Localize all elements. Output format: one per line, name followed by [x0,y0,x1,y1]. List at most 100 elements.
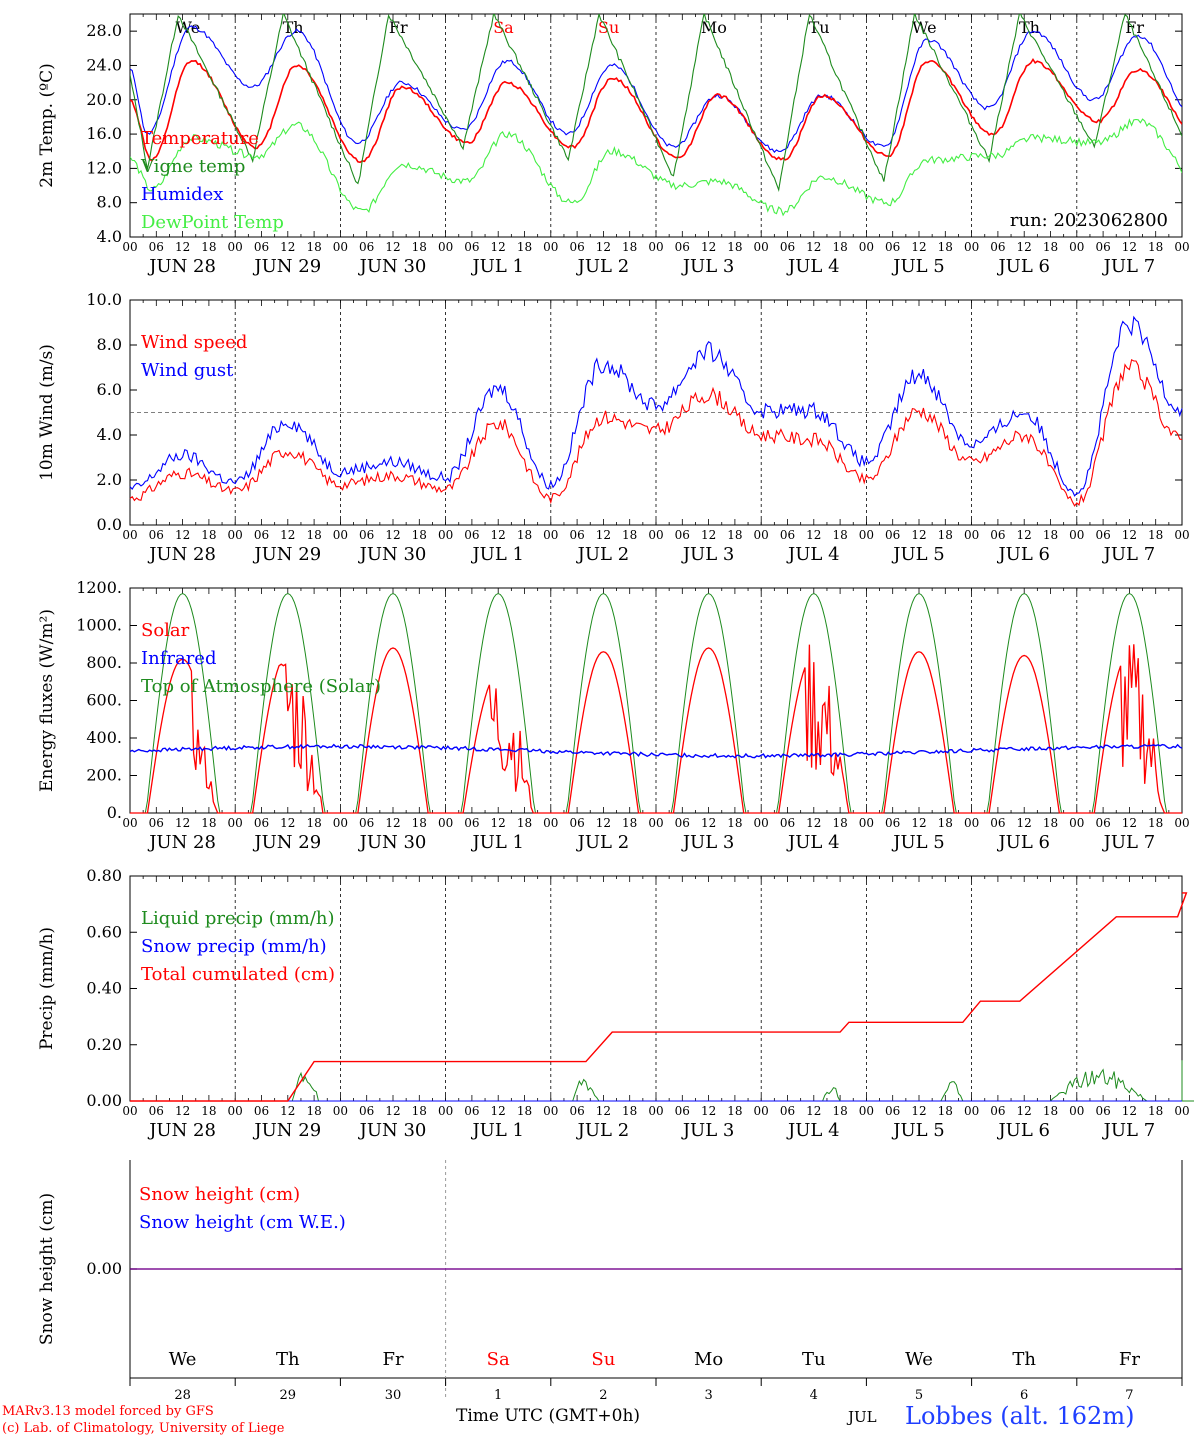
hour-tick-label: 00 [333,528,348,542]
hour-tick-label: 06 [359,528,374,542]
hour-tick-label: 06 [990,528,1005,542]
hour-tick-label: 18 [1043,528,1058,542]
weekday-label: Mo [694,1349,723,1370]
hour-tick-label: 18 [1148,1104,1163,1118]
hour-tick-label: 00 [648,240,663,254]
run-annotation: run: 2023062800 [1010,210,1168,231]
y-tick-label: 800. [86,653,122,672]
legend-entry: Temperature [141,128,259,149]
hour-tick-label: 00 [754,816,769,830]
weekday-label: We [912,18,937,37]
day-number-label: 28 [174,1388,191,1403]
day-label: JUL 2 [576,1120,630,1141]
hour-tick-label: 06 [149,528,164,542]
hour-tick-label: 12 [175,1104,190,1118]
legend-entry: Infrared [141,648,216,669]
weekday-label: Su [591,1349,615,1370]
hour-tick-label: 06 [149,816,164,830]
day-number-label: 4 [810,1388,818,1403]
y-axis-label: 10m Wind (m/s) [37,344,57,481]
hour-tick-label: 18 [1043,816,1058,830]
y-tick-label: 24.0 [86,55,122,74]
hour-tick-label: 00 [1069,816,1084,830]
hour-tick-label: 00 [122,1104,137,1118]
hour-tick-label: 00 [333,816,348,830]
hour-tick-label: 06 [254,1104,269,1118]
hour-tick-label: 00 [1174,816,1189,830]
weekday-label: Tu [809,18,830,37]
hour-tick-label: 12 [806,1104,821,1118]
hour-tick-label: 06 [149,240,164,254]
legend-entry: Top of Atmosphere (Solar) [141,676,381,697]
legend-entry: Solar [141,620,190,641]
y-tick-label: 0.00 [86,1259,122,1278]
hour-tick-label: 18 [306,528,321,542]
hour-tick-label: 12 [385,1104,400,1118]
hour-tick-label: 00 [964,816,979,830]
model-credit: MARv3.13 model forced by GFS [2,1404,214,1419]
hour-tick-label: 06 [464,816,479,830]
weekday-label: Sa [493,18,514,37]
day-label: JUL 4 [786,832,840,853]
y-tick-label: 20.0 [86,90,122,109]
hour-tick-label: 00 [859,240,874,254]
hour-tick-label: 00 [438,816,453,830]
hour-tick-label: 12 [491,528,506,542]
hour-tick-label: 06 [675,528,690,542]
day-label: JUN 29 [252,544,321,565]
hour-tick-label: 00 [648,1104,663,1118]
hour-tick-label: 00 [228,816,243,830]
hour-tick-label: 18 [727,240,742,254]
day-number-label: 30 [385,1388,402,1403]
day-label: JUL 5 [891,832,945,853]
hour-tick-label: 00 [333,240,348,254]
hour-tick-label: 18 [727,816,742,830]
day-label: JUN 30 [358,832,427,853]
day-label: JUL 1 [470,256,524,277]
hour-tick-label: 00 [228,240,243,254]
hour-tick-label: 00 [859,1104,874,1118]
hour-tick-label: 12 [1017,240,1032,254]
y-tick-label: 1200. [76,578,122,597]
hour-tick-label: 18 [412,240,427,254]
hour-tick-label: 00 [1174,1104,1189,1118]
hour-tick-label: 12 [385,816,400,830]
hour-tick-label: 00 [438,240,453,254]
hour-tick-label: 18 [832,528,847,542]
y-tick-label: 16.0 [86,124,122,143]
hour-tick-label: 18 [1148,240,1163,254]
y-tick-label: 10.0 [86,290,122,309]
hour-tick-label: 00 [228,528,243,542]
y-tick-label: 600. [86,691,122,710]
hour-tick-label: 06 [885,240,900,254]
day-label: JUL 3 [681,832,735,853]
hour-tick-label: 00 [543,240,558,254]
hour-tick-label: 12 [806,528,821,542]
hour-tick-label: 12 [385,240,400,254]
y-tick-label: 12.0 [86,158,122,177]
hour-tick-label: 06 [464,1104,479,1118]
hour-tick-label: 12 [491,240,506,254]
day-label: JUL 3 [681,256,735,277]
day-label: JUL 4 [786,1120,840,1141]
hour-tick-label: 12 [806,240,821,254]
day-label: JUN 28 [147,544,216,565]
hour-tick-label: 18 [517,240,532,254]
hour-tick-label: 18 [832,816,847,830]
hour-tick-label: 06 [569,240,584,254]
hour-tick-label: 00 [333,1104,348,1118]
y-tick-label: 4.0 [97,425,122,444]
hour-tick-label: 00 [1069,240,1084,254]
series-line [130,1060,1194,1102]
weekday-label: Fr [1125,18,1144,37]
hour-tick-label: 12 [175,816,190,830]
hour-tick-label: 18 [727,1104,742,1118]
day-label: JUN 28 [147,832,216,853]
weekday-label: We [905,1349,933,1370]
month-label: JUL [848,1408,877,1426]
day-label: JUN 28 [147,1120,216,1141]
legend-entry: Total cumulated (cm) [141,964,335,985]
hour-tick-label: 06 [464,528,479,542]
day-label: JUL 6 [996,1120,1050,1141]
series-line [130,118,1182,217]
